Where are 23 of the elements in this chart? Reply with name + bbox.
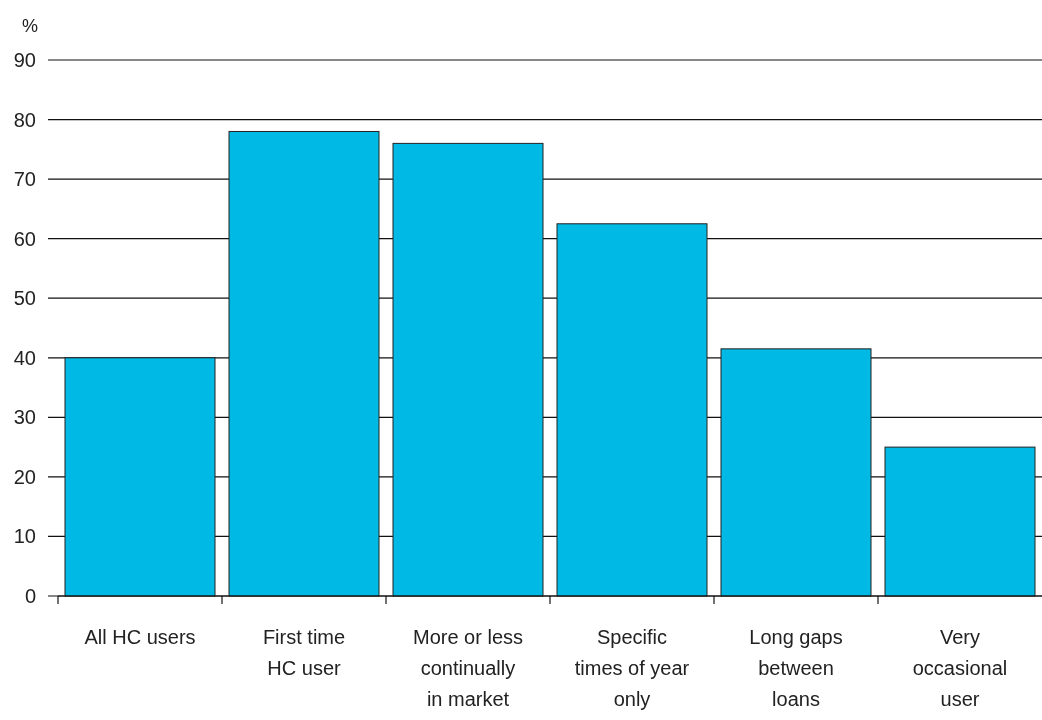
y-tick-label: 0: [24, 585, 36, 607]
y-tick-label: 10: [13, 525, 36, 548]
x-tick-label: More or less continually in market: [412, 626, 524, 710]
y-tick-label: 90: [13, 49, 36, 71]
y-tick-label: 30: [13, 406, 36, 429]
y-tick-label: 60: [13, 227, 36, 250]
bar: [556, 223, 708, 597]
y-tick-label: 70: [13, 168, 36, 191]
x-tick-label: Specific times of year only: [574, 626, 690, 710]
y-tick-label: 80: [13, 108, 36, 131]
x-tick-label: All HC users: [84, 626, 196, 648]
x-tick-label: First time HC user: [262, 626, 346, 679]
bar: [720, 348, 872, 597]
y-tick-label: 20: [13, 465, 36, 488]
y-tick-label: 40: [13, 346, 36, 369]
bar: [392, 142, 544, 597]
x-tick-label: Long gaps between loans: [749, 626, 843, 710]
bar: [228, 130, 380, 597]
bar: [64, 357, 216, 597]
x-tick-label: Very occasional user: [912, 626, 1008, 710]
y-axis-title: %: [22, 16, 39, 36]
y-tick-label: 50: [13, 287, 36, 310]
bar: [884, 446, 1036, 597]
